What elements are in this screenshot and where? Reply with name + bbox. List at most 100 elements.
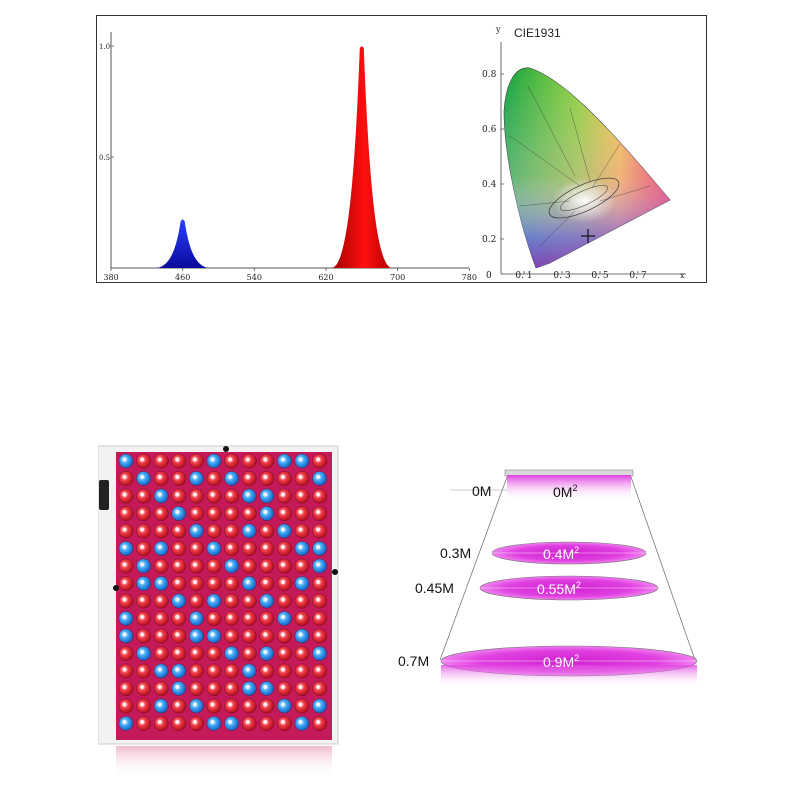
led-highlight — [157, 667, 162, 672]
led-highlight — [227, 492, 233, 497]
height-label-0m: 0M — [472, 483, 491, 499]
led-highlight — [122, 614, 127, 620]
led-highlight — [139, 667, 145, 672]
led-highlight — [263, 649, 268, 655]
led-highlight — [280, 492, 286, 497]
led-highlight — [298, 597, 303, 602]
led-highlight — [210, 562, 215, 567]
led-highlight — [175, 457, 180, 462]
hanging-hole-top — [223, 446, 229, 452]
led-highlight — [139, 509, 145, 515]
x-tick-label: 700 — [390, 273, 405, 282]
led-highlight — [139, 527, 145, 532]
led-highlight — [157, 614, 162, 620]
led-highlight — [263, 527, 268, 532]
led-highlight — [280, 614, 286, 620]
led-highlight — [227, 614, 233, 620]
led-highlight — [245, 527, 250, 532]
led-highlight — [139, 579, 145, 585]
led-highlight — [192, 684, 198, 690]
led-highlight — [245, 702, 250, 707]
led-highlight — [315, 562, 321, 567]
led-highlight — [122, 649, 127, 655]
led-highlight — [263, 579, 268, 585]
led-highlight — [157, 684, 162, 690]
led-highlight — [210, 684, 215, 690]
led-highlight — [210, 649, 215, 655]
led-highlight — [227, 562, 233, 567]
led-highlight — [298, 544, 303, 550]
led-highlight — [315, 457, 321, 462]
y-tick-label: 1.0 — [99, 43, 110, 51]
led-highlight — [192, 562, 198, 567]
led-highlight — [315, 719, 321, 725]
led-highlight — [192, 509, 198, 515]
led-highlight — [263, 614, 268, 620]
led-highlight — [122, 597, 127, 602]
led-highlight — [315, 544, 321, 550]
led-highlight — [139, 457, 145, 462]
cie-x-tick-label: 0. 5 — [591, 271, 608, 281]
led-highlight — [210, 474, 215, 480]
led-highlight — [139, 544, 145, 550]
led-highlight — [227, 632, 233, 637]
led-highlight — [175, 719, 180, 725]
led-highlight — [122, 457, 127, 462]
led-highlight — [157, 562, 162, 567]
led-highlight — [298, 562, 303, 567]
led-highlight — [263, 597, 268, 602]
led-highlight — [245, 719, 250, 725]
led-highlight — [175, 544, 180, 550]
led-highlight — [210, 702, 215, 707]
led-highlight — [298, 474, 303, 480]
led-highlight — [315, 474, 321, 480]
led-highlight — [298, 457, 303, 462]
region-lines — [509, 85, 651, 247]
led-panel-image — [97, 438, 344, 778]
led-highlight — [175, 684, 180, 690]
led-highlight — [227, 509, 233, 515]
led-highlight — [192, 597, 198, 602]
led-highlight — [298, 527, 303, 532]
led-highlight — [298, 492, 303, 497]
led-highlight — [280, 667, 286, 672]
led-highlight — [210, 509, 215, 515]
led-highlight — [175, 562, 180, 567]
led-highlight — [139, 684, 145, 690]
height-label-0.45m: 0.45M — [415, 580, 454, 596]
led-highlight — [315, 684, 321, 690]
led-highlight — [192, 667, 198, 672]
led-highlight — [263, 684, 268, 690]
led-highlight — [139, 632, 145, 637]
led-highlight — [280, 702, 286, 707]
led-highlight — [175, 649, 180, 655]
led-highlight — [139, 719, 145, 725]
led-highlight — [245, 509, 250, 515]
led-highlight — [280, 457, 286, 462]
cie-y-tick-label: 0.6 — [482, 125, 497, 135]
cie-x-tick-label: 0. 7 — [629, 271, 646, 281]
led-highlight — [175, 527, 180, 532]
led-panel-svg — [97, 445, 339, 778]
led-highlight — [245, 684, 250, 690]
led-highlight — [192, 632, 198, 637]
led-highlight — [315, 579, 321, 585]
peak-red — [331, 46, 392, 268]
fixture-glow — [507, 475, 631, 501]
cie-y-axis-label: y — [495, 25, 501, 34]
led-highlight — [139, 562, 145, 567]
led-highlight — [227, 667, 233, 672]
led-highlight — [245, 614, 250, 620]
led-highlight — [175, 597, 180, 602]
coverage-diagram: 0M 0.3M 0.45M 0.7M 0M2 0.4M2 0.55M2 0.9M… — [395, 455, 715, 695]
led-highlight — [157, 597, 162, 602]
led-highlight — [263, 562, 268, 567]
led-highlight — [298, 684, 303, 690]
led-highlight — [280, 649, 286, 655]
led-highlight — [192, 649, 198, 655]
led-highlight — [192, 457, 198, 462]
led-highlight — [122, 684, 127, 690]
led-highlight — [315, 597, 321, 602]
led-highlight — [192, 614, 198, 620]
led-highlight — [139, 649, 145, 655]
